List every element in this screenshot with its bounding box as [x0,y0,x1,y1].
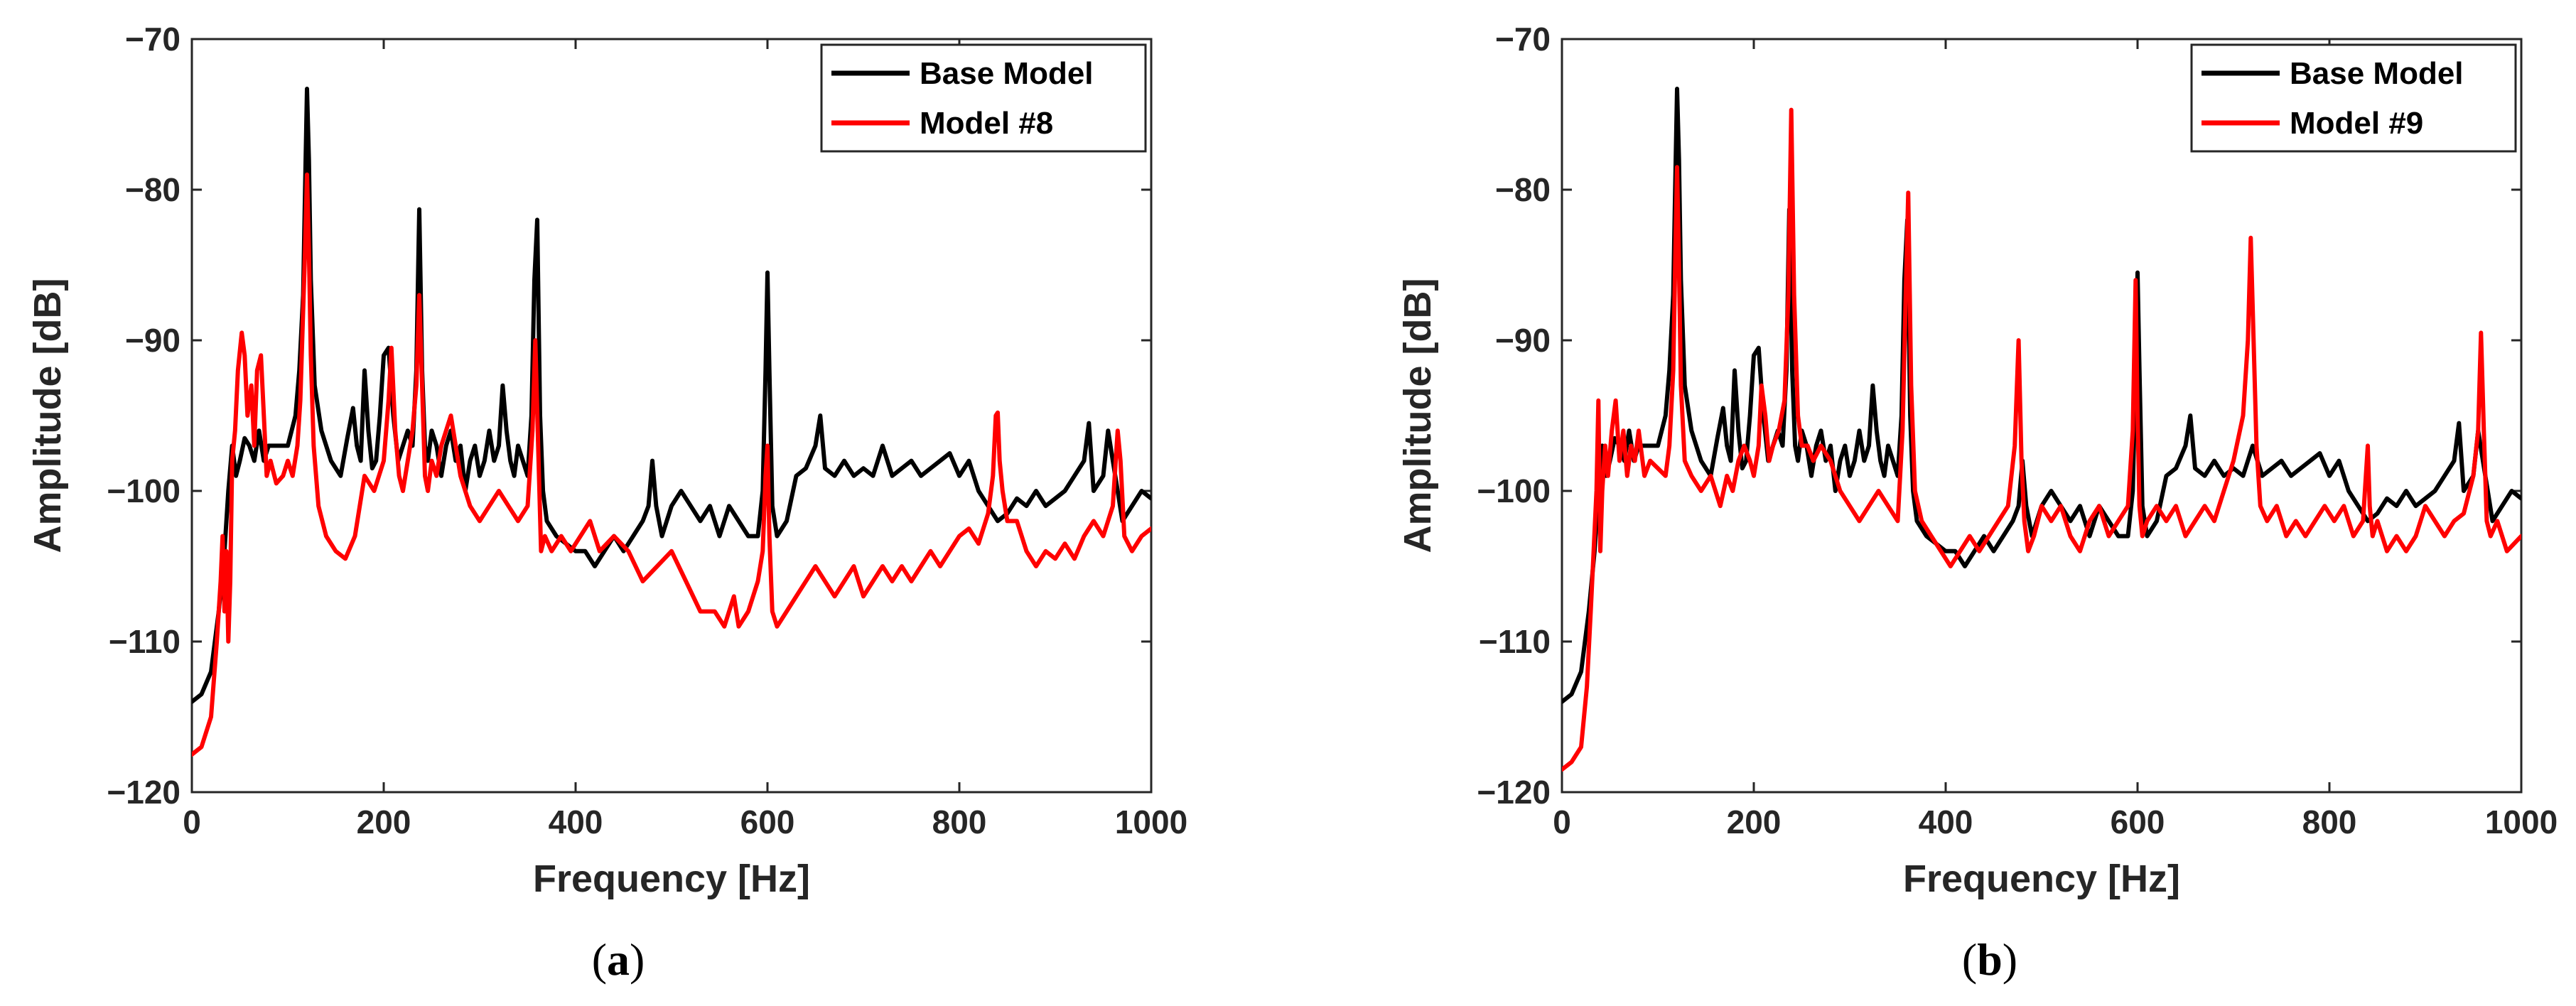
series-lines [1562,87,2521,772]
y-tick-label: −90 [125,322,180,359]
caption-paren-open: ( [1962,934,1977,985]
x-axis-label: Frequency [Hz] [533,858,810,900]
x-tick-label: 600 [2111,804,2165,840]
y-tick-label: −120 [107,774,180,811]
y-tick-label: −110 [109,623,180,660]
legend-entry: Model #9 [2290,106,2423,141]
x-tick-label: 0 [1553,804,1571,840]
y-axis-label: Amplitude [dB] [26,278,69,553]
x-tick-label: 200 [1727,804,1782,840]
x-tick-label: 600 [740,804,795,840]
y-tick-label: −100 [107,472,180,509]
caption-paren-open: ( [592,934,607,985]
y-tick-label: −70 [125,21,180,58]
y-tick-label: −80 [1495,171,1551,208]
series-lines [192,87,1151,757]
legend-entry: Model #8 [920,106,1053,141]
x-tick-label: 1000 [1115,804,1187,840]
x-tick-label: 400 [549,804,603,840]
y-tick-label: −90 [1495,322,1551,359]
series-line-model [1562,107,2521,772]
panel-caption: (a) [592,934,645,985]
y-tick-label: −110 [1479,623,1551,660]
chart-panel-2: 0 200 400 600 800 1000 −70 −80 −90 −100 −110 −120 Fr… [1396,21,2558,985]
caption-letter: b [1977,934,2003,985]
caption-paren-close: ) [2003,934,2017,985]
legend: Base Model Model #8 [820,43,1147,153]
x-tick-label: 400 [1919,804,1973,840]
y-tick-label: −80 [125,171,180,208]
legend-box [2190,43,2517,153]
x-tick-label: 0 [183,804,201,840]
caption-paren-close: ) [630,934,645,985]
legend: Base Model Model #9 [2190,43,2517,153]
series-line-model [192,172,1151,757]
panel-caption: (b) [1962,934,2017,985]
legend-entry: Base Model [920,56,1094,91]
legend-entry: Base Model [2290,56,2464,91]
x-tick-label: 1000 [2485,804,2558,840]
x-tick-label: 800 [932,804,987,840]
y-tick-label: −100 [1477,472,1551,509]
x-tick-label: 200 [357,804,411,840]
y-axis-label: Amplitude [dB] [1396,278,1439,553]
y-tick-label: −70 [1495,21,1551,58]
chart-panel-1: 0 200 400 600 800 1000 −70 −80 −90 −100 −110 −120 Fr… [26,21,1187,985]
caption-letter: a [607,934,630,985]
y-tick-label: −120 [1477,774,1551,811]
x-axis-label: Frequency [Hz] [1903,858,2180,900]
legend-box [820,43,1147,153]
x-tick-label: 800 [2302,804,2357,840]
series-line-base-model [192,87,1151,704]
